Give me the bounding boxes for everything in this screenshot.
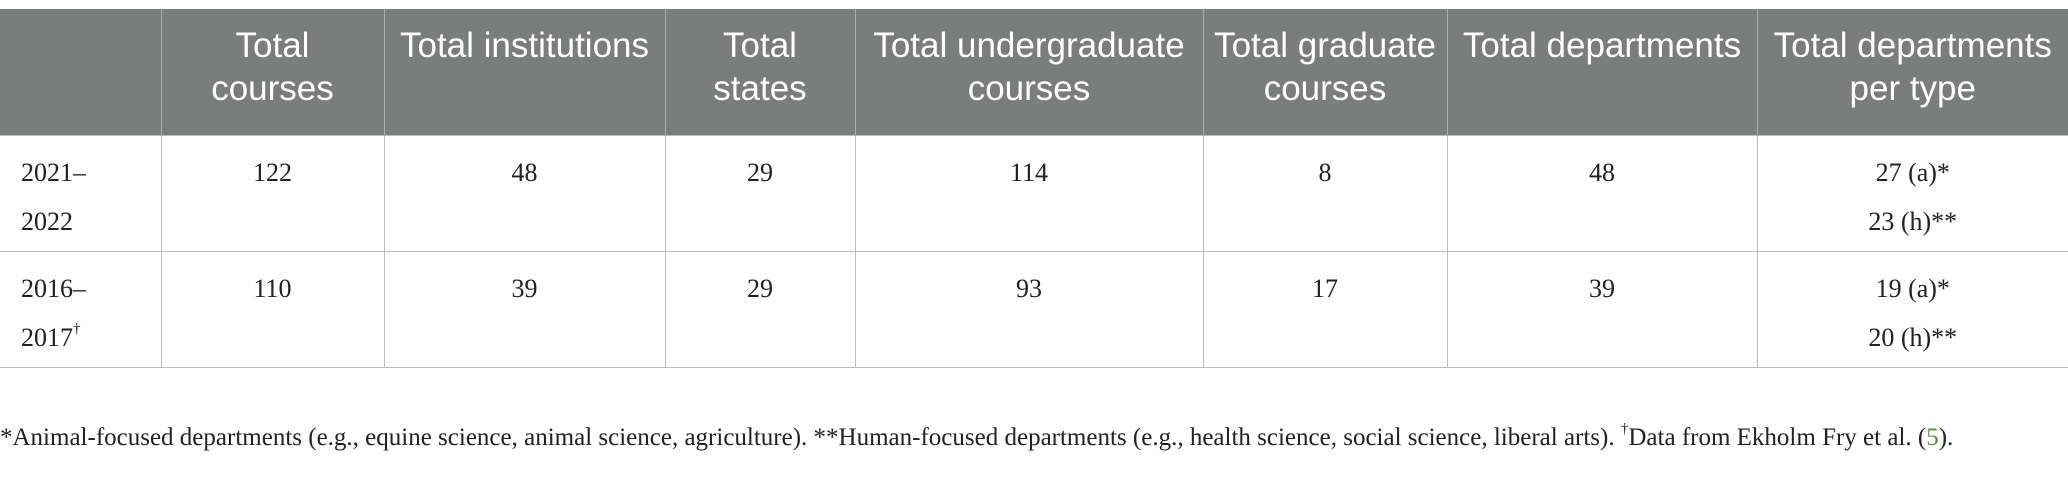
total-states-cell: 29 [664, 250, 856, 368]
departments-per-type-cell: 27 (a)* 23 (h)** [1756, 134, 2068, 252]
total-institutions-cell: 39 [383, 250, 666, 368]
header-total-undergraduate-courses: Total undergraduate courses [855, 9, 1204, 135]
total-departments-cell: 39 [1446, 250, 1758, 368]
table-row: 2016– 2017† 110 39 29 93 17 39 19 (a)* 2… [0, 250, 2068, 368]
table-row: 2021– 2022 122 48 29 114 8 48 27 (a)* 23… [0, 134, 2068, 252]
period-start: 2016– [21, 273, 86, 303]
total-institutions-cell: 48 [383, 134, 666, 252]
total-courses-cell: 122 [160, 134, 385, 252]
departments-per-type-cell: 19 (a)* 20 (h)** [1756, 250, 2068, 368]
total-departments-cell: 48 [1446, 134, 1758, 252]
header-total-departments-per-type: Total departments per type [1757, 9, 2068, 135]
period-footnote-mark: † [73, 320, 81, 337]
period-cell: 2016– 2017† [0, 250, 162, 368]
total-graduate-courses-cell: 17 [1202, 250, 1448, 368]
header-total-departments: Total departments [1447, 9, 1758, 135]
header-total-states: Total states [665, 9, 856, 135]
animal-departments-value: 27 (a)* [1875, 157, 1950, 187]
footnote-definitions: *Animal-focused departments (e.g., equin… [0, 424, 1621, 451]
header-total-institutions: Total institutions [384, 9, 666, 135]
reference-link[interactable]: 5 [1926, 424, 1939, 451]
courses-summary-table: Total courses Total institutions Total s… [0, 9, 2068, 368]
animal-departments-value: 19 (a)* [1875, 273, 1950, 303]
header-total-courses: Total courses [161, 9, 385, 135]
table-footnote: *Animal-focused departments (e.g., equin… [0, 420, 2060, 456]
human-departments-value: 23 (h)** [1868, 206, 1958, 236]
period-end: 2022 [21, 206, 73, 236]
period-end-line: 2022 [21, 197, 151, 246]
human-departments-value: 20 (h)** [1868, 322, 1958, 352]
total-courses-cell: 110 [160, 250, 385, 368]
period-cell: 2021– 2022 [0, 134, 162, 252]
period-end-line: 2017† [21, 313, 151, 362]
footnote-source: Data from Ekholm Fry et al. ( [1628, 424, 1927, 451]
period-end: 2017 [21, 322, 73, 352]
period-start: 2021– [21, 157, 86, 187]
footnote-end: ). [1938, 424, 1954, 451]
total-undergraduate-courses-cell: 114 [854, 134, 1204, 252]
total-undergraduate-courses-cell: 93 [854, 250, 1204, 368]
header-total-graduate-courses: Total graduate courses [1203, 9, 1448, 135]
header-row: Total courses Total institutions Total s… [0, 9, 2068, 135]
total-states-cell: 29 [664, 134, 856, 252]
header-period [0, 9, 162, 135]
footnote-dagger: † [1620, 420, 1629, 437]
total-graduate-courses-cell: 8 [1202, 134, 1448, 252]
data-table-container: Total courses Total institutions Total s… [0, 9, 2068, 368]
